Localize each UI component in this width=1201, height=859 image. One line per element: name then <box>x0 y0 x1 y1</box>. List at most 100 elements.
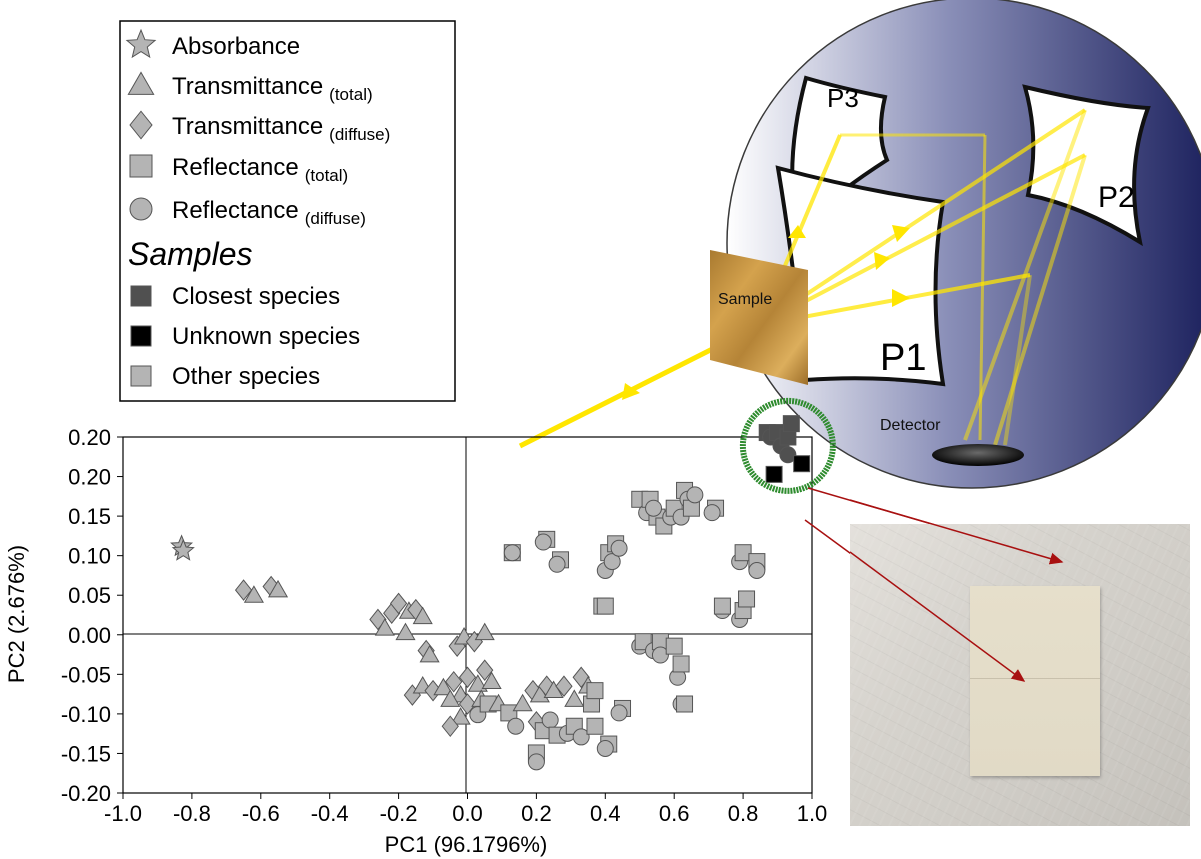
data-point <box>243 585 264 603</box>
light-beams <box>518 108 1087 449</box>
mirror-label-p3: P3 <box>827 83 859 113</box>
legend-sample-label: Unknown species <box>172 323 360 350</box>
data-point <box>782 415 800 433</box>
data-point <box>738 590 756 608</box>
detector-label: Detector <box>880 417 941 434</box>
data-point <box>481 671 502 690</box>
legend-technique-label: Reflectance (total) <box>172 154 348 185</box>
data-point <box>500 704 518 722</box>
data-point <box>467 674 488 692</box>
series-unknown-species <box>765 455 811 483</box>
y-tick-label: -0.10 <box>61 702 111 727</box>
data-point <box>586 717 604 735</box>
y-tick-label: 0.00 <box>68 623 111 648</box>
data-point <box>603 553 621 571</box>
legend-marker-star-icon <box>125 28 157 59</box>
data-point <box>586 682 604 700</box>
data-point <box>474 622 495 641</box>
data-point <box>433 677 454 696</box>
data-point <box>541 711 559 729</box>
data-point <box>748 562 766 579</box>
data-point <box>779 446 797 464</box>
y-tick-label: -0.20 <box>61 781 111 806</box>
data-point <box>572 728 590 746</box>
mirror-label-p2: P2 <box>1098 181 1135 214</box>
y-tick-label: 0.20 <box>68 465 111 490</box>
legend-technique-label: Reflectance (diffuse) <box>172 197 366 228</box>
legend-sample-swatch <box>130 365 152 387</box>
legend-marker-square-icon <box>129 154 153 178</box>
plot-frame <box>122 436 813 794</box>
data-point <box>440 689 461 707</box>
legend-box <box>119 20 456 402</box>
data-point <box>713 597 731 615</box>
x-tick-label: 0.6 <box>659 801 690 826</box>
data-point <box>564 689 585 707</box>
x-tick-label: -0.2 <box>380 801 418 826</box>
data-point <box>441 715 459 738</box>
data-point <box>445 670 463 693</box>
data-point <box>234 579 253 601</box>
pca-scatter-chart: -1.0 -0.8 -0.6 -0.4 -0.2 0.0 0.2 0.4 0.6 0.8 1.0 0… <box>4 397 836 857</box>
paper-sample <box>970 586 1100 776</box>
x-tick-label: 0.0 <box>452 801 483 826</box>
y-tick-label: 0.20 <box>68 425 111 450</box>
legend-technique-label: Transmittance (total) <box>172 73 373 104</box>
detector: Detector <box>880 417 1024 466</box>
data-point <box>458 693 477 715</box>
x-tick-label: 0.8 <box>728 801 759 826</box>
y-tick-label: 0.05 <box>68 583 111 608</box>
legend-technique-label: Transmittance (diffuse) <box>172 113 390 144</box>
legend-sample-swatch <box>130 325 152 347</box>
data-point <box>450 707 471 725</box>
data-point <box>374 618 395 636</box>
data-point <box>171 538 195 561</box>
data-point <box>503 544 521 562</box>
data-point <box>676 695 694 713</box>
mirror-p2: P2 <box>1022 84 1151 247</box>
x-tick-label: 0.2 <box>521 801 552 826</box>
data-point <box>596 597 614 615</box>
sample-swatch: Sample <box>710 250 808 385</box>
y-tick-label: -0.15 <box>61 741 111 766</box>
integrating-sphere-diagram: P3 P2 P1 Sample <box>518 0 1201 489</box>
data-point <box>419 644 440 663</box>
legend-sample-label: Closest species <box>172 283 340 310</box>
data-point <box>665 637 683 655</box>
data-point <box>793 455 811 473</box>
sample-photo <box>850 524 1190 826</box>
mirror-label-p1: P1 <box>880 337 926 379</box>
data-point <box>534 533 552 551</box>
data-point <box>389 592 408 615</box>
legend-marker-diamond-icon <box>129 110 153 140</box>
legend-samples-title: Samples <box>128 236 253 272</box>
x-tick-label: -1.0 <box>104 801 142 826</box>
legend-sample-swatch <box>130 285 152 307</box>
legend-technique-label: Absorbance <box>172 33 300 60</box>
data-point <box>645 499 663 517</box>
mirror-p1: P1 <box>775 165 946 387</box>
y-tick-label: 0.15 <box>68 504 111 529</box>
legend-sample-label: Other species <box>172 363 320 390</box>
data-point <box>412 606 433 625</box>
data-point <box>610 704 628 722</box>
data-point <box>651 646 669 664</box>
series-closest-species <box>758 415 800 464</box>
data-point <box>734 544 752 562</box>
legend: Absorbance Transmittance (total) Transmitta… <box>119 20 456 402</box>
data-point <box>512 693 533 712</box>
y-tick-label: 0.10 <box>68 544 111 569</box>
data-point <box>267 579 289 598</box>
data-point <box>458 666 477 689</box>
y-axis-label: PC2 (2.676%) <box>4 545 29 683</box>
data-point <box>765 465 783 483</box>
legend-marker-circle-icon <box>129 197 153 221</box>
x-tick-label: -0.6 <box>242 801 280 826</box>
data-point <box>672 655 690 673</box>
x-tick-label: 1.0 <box>797 801 828 826</box>
x-tick-label: -0.4 <box>311 801 349 826</box>
data-point <box>527 753 545 771</box>
x-tick-label: 0.4 <box>590 801 621 826</box>
data-point <box>555 675 573 698</box>
